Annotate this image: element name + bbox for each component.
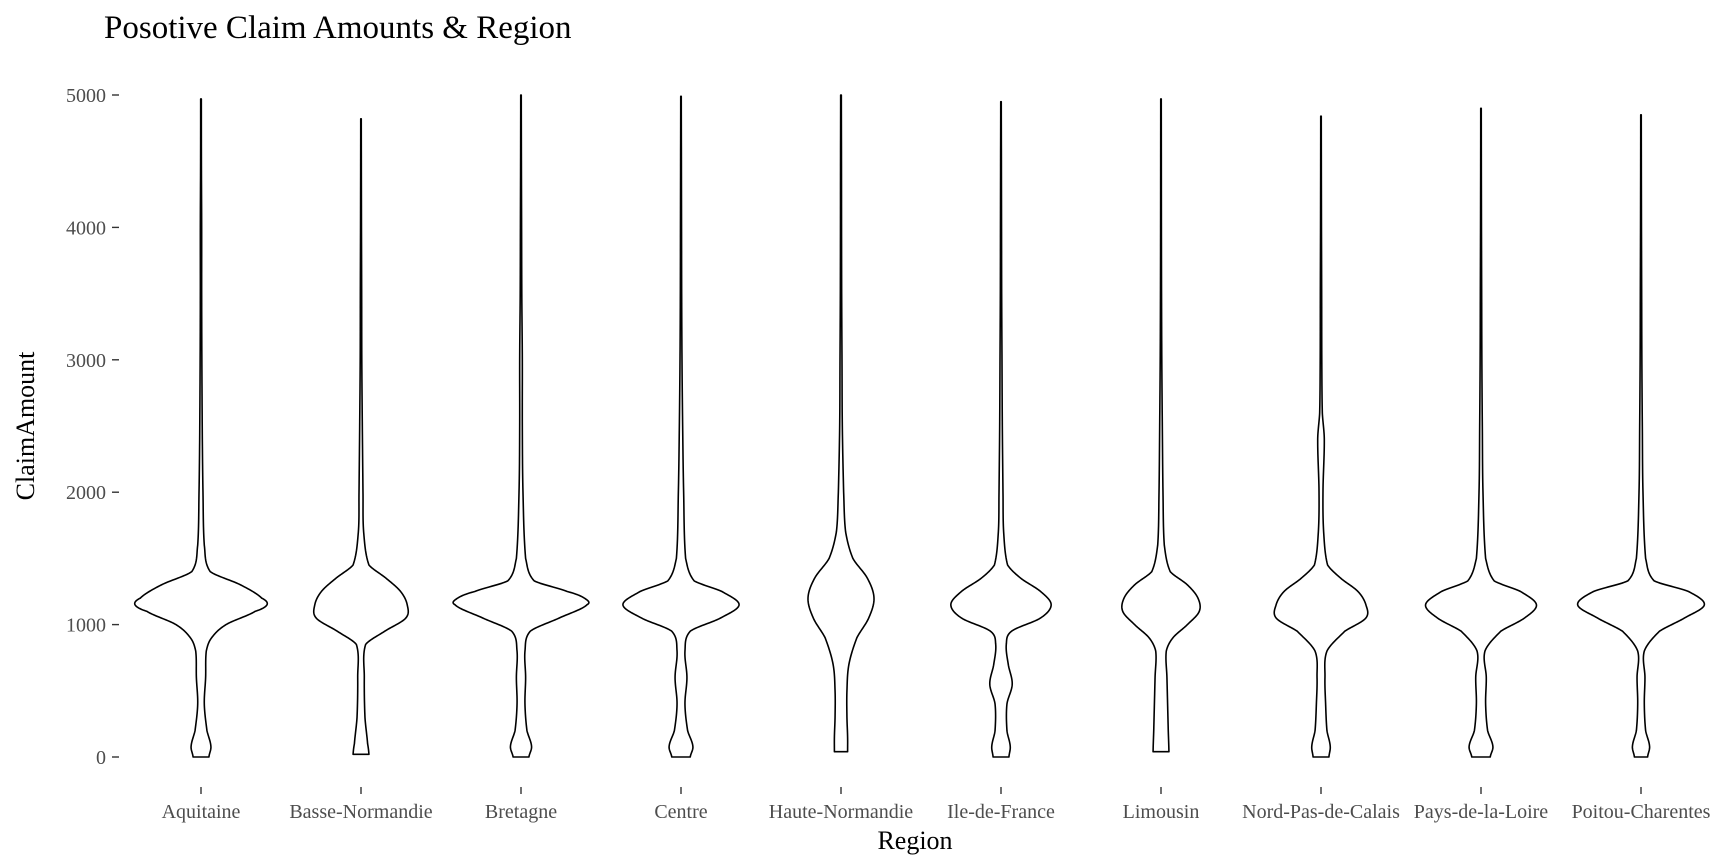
x-tick-label: Poitou-Charentes <box>1572 801 1711 823</box>
x-tick-label: Limousin <box>1123 801 1200 823</box>
y-axis-title: ClaimAmount <box>11 351 40 501</box>
y-tick-label: 4000 <box>66 217 106 239</box>
x-tick-label: Nord-Pas-de-Calais <box>1242 801 1400 823</box>
y-tick-label: 3000 <box>66 350 106 372</box>
violin-poitou-charentes <box>1576 114 1706 758</box>
y-axis: 0 1000 2000 3000 4000 5000 <box>66 85 119 769</box>
violin-haute-normandie <box>807 94 875 753</box>
x-tick-label: Centre <box>654 801 707 823</box>
x-axis: Aquitaine Basse-Normandie Bretagne Centre Ha… <box>162 787 1711 823</box>
y-tick-label: 2000 <box>66 482 106 504</box>
violin-plot-area <box>133 94 1706 758</box>
x-tick-label: Pays-de-la-Loire <box>1414 801 1549 823</box>
x-tick-label: Ile-de-France <box>947 801 1055 823</box>
y-tick-label: 5000 <box>66 85 106 107</box>
violin-nord-pas-de-calais <box>1273 115 1369 758</box>
violin-bretagne <box>452 94 590 758</box>
violin-pays-de-la-loire <box>1424 107 1538 758</box>
y-tick-label: 1000 <box>66 615 106 637</box>
x-tick-label: Basse-Normandie <box>289 801 432 823</box>
violin-basse-normandie <box>312 118 410 756</box>
x-tick-label: Bretagne <box>485 801 557 823</box>
violin-ile-de-france <box>950 100 1052 758</box>
x-tick-label: Haute-Normandie <box>769 801 914 823</box>
violin-limousin <box>1121 98 1201 753</box>
x-tick-label: Aquitaine <box>162 801 241 823</box>
chart-title: Posotive Claim Amounts & Region <box>104 10 572 46</box>
y-tick-label: 0 <box>96 747 106 769</box>
violin-aquitaine <box>133 98 269 758</box>
x-axis-title: Region <box>877 826 952 855</box>
violin-centre <box>622 95 740 758</box>
